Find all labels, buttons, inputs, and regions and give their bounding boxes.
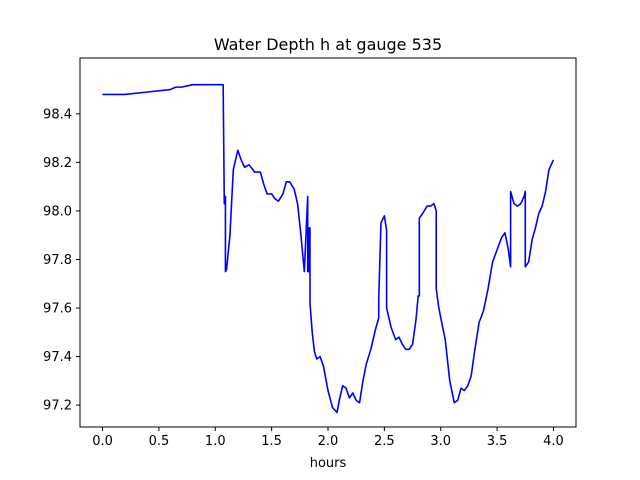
plot-series bbox=[102, 83, 555, 414]
x-tick-label: 1.0 bbox=[205, 434, 226, 449]
x-tick-label: 4.0 bbox=[543, 434, 564, 449]
x-tick-label: 1.5 bbox=[261, 434, 282, 449]
y-tick-label: 97.2 bbox=[43, 399, 72, 414]
x-tick-label: 0.5 bbox=[149, 434, 170, 449]
x-tick-label: 2.0 bbox=[318, 434, 339, 449]
y-axis-ticks: 97.2 97.4 97.6 97.8 98.0 98.2 98.4 bbox=[43, 107, 80, 414]
y-tick-label: 97.6 bbox=[43, 302, 72, 317]
x-tick-label: 3.0 bbox=[430, 434, 451, 449]
plot-frame bbox=[79, 57, 577, 428]
y-tick-label: 97.4 bbox=[43, 350, 72, 365]
y-tick-label: 98.2 bbox=[43, 156, 72, 171]
y-tick-label: 98.0 bbox=[43, 204, 72, 219]
y-tick-label: 98.4 bbox=[43, 107, 72, 122]
y-tick-label: 97.8 bbox=[43, 253, 72, 268]
x-tick-label: 2.5 bbox=[374, 434, 395, 449]
series-line bbox=[102, 83, 555, 414]
chart-title: Water Depth h at gauge 535 bbox=[214, 35, 442, 54]
x-tick-label: 3.5 bbox=[487, 434, 508, 449]
x-axis-ticks: 0.0 0.5 1.0 1.5 2.0 2.5 3.0 3.5 4.0 bbox=[92, 427, 564, 449]
x-tick-label: 0.0 bbox=[92, 434, 113, 449]
x-axis-label: hours bbox=[310, 456, 347, 471]
